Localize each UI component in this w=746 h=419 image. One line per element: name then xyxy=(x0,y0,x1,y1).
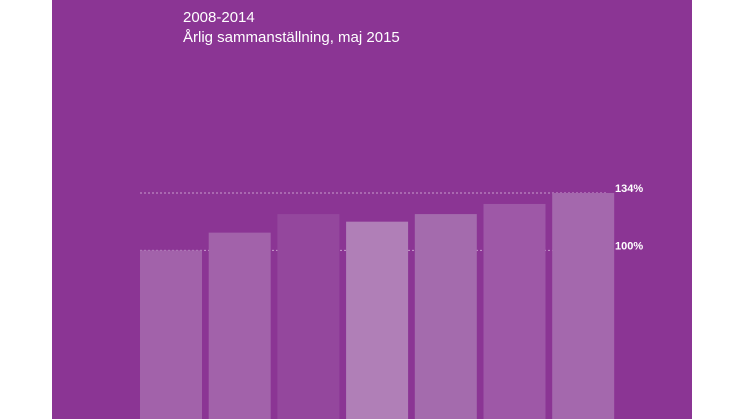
bar-2013 xyxy=(483,203,546,419)
bar-2014 xyxy=(552,193,615,419)
chart-subtitle: Årlig sammanställning, maj 2015 xyxy=(183,29,400,46)
chart-panel: 2008-2014 Årlig sammanställning, maj 201… xyxy=(52,0,692,419)
reference-label-0: 134% xyxy=(615,183,643,195)
chart-header: 2008-2014 Årlig sammanställning, maj 201… xyxy=(183,8,400,48)
bar-2010 xyxy=(277,214,340,419)
bar-2009 xyxy=(208,232,271,419)
period-label: 2008-2014 xyxy=(183,9,255,26)
bar-chart: 134% 100% xyxy=(140,183,643,419)
bar-2011 xyxy=(346,221,409,419)
bar-2008 xyxy=(140,250,202,419)
bar-2012 xyxy=(414,214,477,419)
reference-label-1: 100% xyxy=(615,240,643,252)
